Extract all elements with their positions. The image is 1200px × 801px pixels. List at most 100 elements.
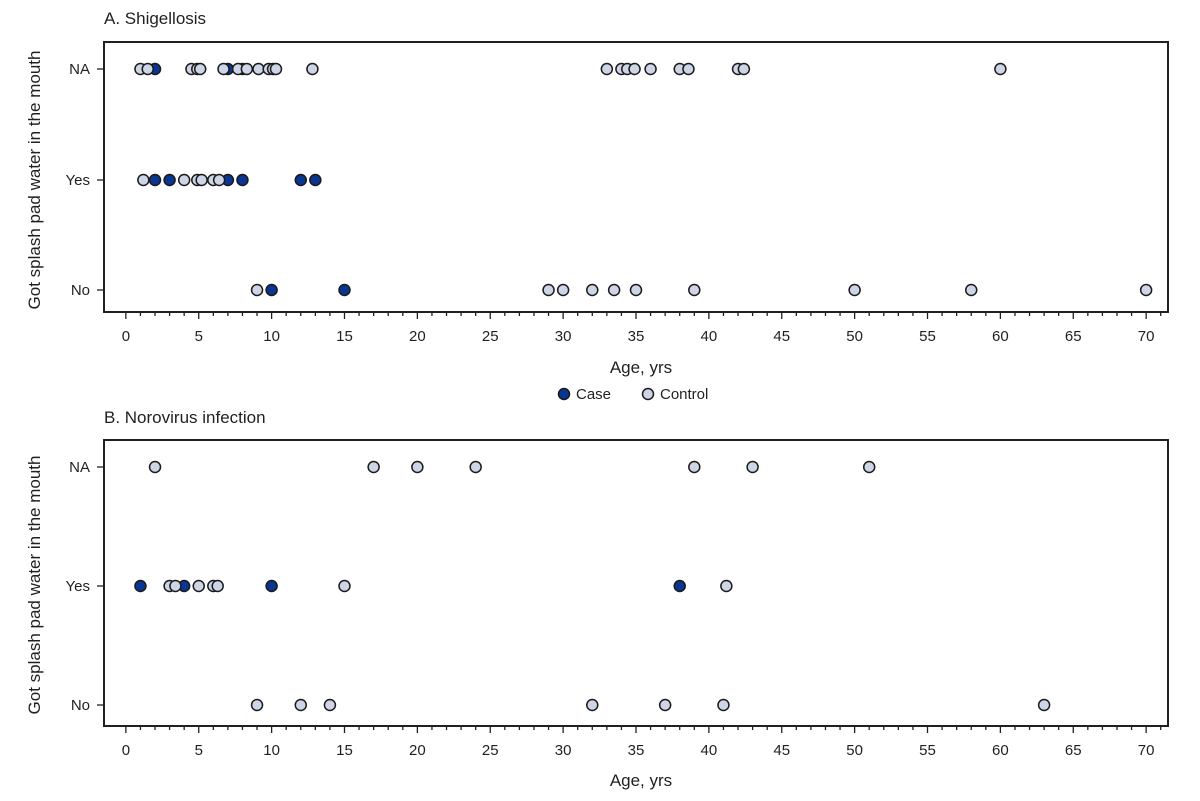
case-point: [309, 173, 322, 187]
control-point: [367, 460, 380, 474]
x-tick-label: 15: [336, 328, 353, 345]
x-tick-label: 30: [555, 742, 572, 759]
x-tick-label: 5: [195, 742, 203, 759]
case-point: [236, 173, 249, 187]
x-tick-label: 20: [409, 742, 426, 759]
x-tick-label: 60: [992, 742, 1009, 759]
x-tick-label: 20: [409, 328, 426, 345]
control-point: [240, 62, 254, 76]
control-point: [469, 460, 482, 474]
x-tick-label: 70: [1138, 328, 1155, 345]
control-point: [848, 283, 861, 297]
control-point: [141, 62, 154, 76]
control-point: [306, 62, 319, 76]
y-tick-label: No: [71, 282, 90, 299]
control-point: [250, 698, 264, 712]
control-point: [1037, 698, 1051, 712]
control-point: [586, 698, 599, 712]
control-point: [169, 579, 182, 593]
case-point: [163, 173, 176, 187]
y-axis-label: Got splash pad water in the mouth: [25, 51, 44, 310]
control-point: [212, 173, 226, 187]
y-tick-label: Yes: [66, 172, 90, 189]
x-tick-label: 0: [122, 742, 130, 759]
control-point: [644, 62, 657, 76]
control-point: [658, 698, 672, 712]
control-point: [862, 460, 876, 474]
x-axis-label: Age, yrs: [610, 771, 672, 790]
plot-frame: [103, 439, 1169, 727]
case-point: [134, 579, 147, 593]
control-point: [720, 579, 733, 593]
control-point: [211, 579, 224, 593]
legend-case-marker: [557, 387, 571, 401]
panel-norovirus: B. Norovirus infection Got splash pad wa…: [25, 408, 1169, 790]
control-point: [556, 283, 570, 297]
panel-title: B. Norovirus infection: [104, 408, 266, 427]
control-point: [628, 62, 641, 76]
panel-title: A. Shigellosis: [104, 9, 206, 28]
control-point: [193, 62, 207, 76]
y-tick-label: Yes: [66, 578, 90, 595]
legend-case-label: Case: [576, 386, 611, 403]
x-tick-label: 40: [701, 328, 718, 345]
y-tick-label: NA: [69, 459, 90, 476]
control-point: [994, 62, 1007, 76]
panel-shigellosis: A. Shigellosis Got splash pad water in t…: [25, 9, 1169, 377]
x-tick-label: 50: [846, 328, 863, 345]
control-point: [746, 460, 759, 474]
control-point: [737, 62, 751, 76]
x-tick-label: 40: [701, 742, 718, 759]
x-axis-label: Age, yrs: [610, 358, 672, 377]
control-point: [717, 698, 730, 712]
case-point: [338, 283, 351, 297]
x-tick-label: 70: [1138, 742, 1155, 759]
control-point: [217, 62, 230, 76]
control-point: [600, 62, 614, 76]
legend: Case Control: [557, 386, 708, 403]
control-point: [148, 460, 162, 474]
control-point: [323, 698, 337, 712]
control-point: [964, 283, 978, 297]
x-tick-label: 55: [919, 742, 936, 759]
control-point: [177, 173, 191, 187]
legend-control-marker: [641, 387, 655, 401]
x-tick-label: 10: [263, 328, 280, 345]
control-point: [338, 579, 351, 593]
y-tick-label: NA: [69, 61, 90, 78]
control-point: [607, 283, 621, 297]
x-tick-label: 15: [336, 742, 353, 759]
control-point: [294, 698, 308, 712]
x-tick-label: 5: [195, 328, 203, 345]
control-point: [688, 283, 701, 297]
y-axis-label: Got splash pad water in the mouth: [25, 456, 44, 715]
x-tick-label: 60: [992, 328, 1009, 345]
x-tick-label: 45: [773, 742, 790, 759]
x-tick-label: 50: [846, 742, 863, 759]
control-point: [192, 579, 205, 593]
case-point: [148, 173, 162, 187]
control-point: [195, 173, 208, 187]
control-point: [629, 283, 643, 297]
plot-frame: [103, 41, 1169, 313]
x-tick-label: 10: [263, 742, 280, 759]
x-tick-label: 30: [555, 328, 572, 345]
case-point: [673, 579, 686, 593]
case-point: [265, 579, 278, 593]
x-tick-label: 35: [628, 328, 645, 345]
y-tick-label: No: [71, 697, 90, 714]
x-tick-label: 65: [1065, 328, 1082, 345]
control-point: [1139, 283, 1153, 297]
x-tick-label: 35: [628, 742, 645, 759]
control-point: [137, 173, 150, 187]
control-point: [269, 62, 283, 76]
control-point: [411, 460, 424, 474]
x-tick-label: 45: [773, 328, 790, 345]
control-point: [252, 62, 265, 76]
control-point: [682, 62, 695, 76]
legend-control-label: Control: [660, 386, 708, 403]
x-tick-label: 0: [122, 328, 130, 345]
x-tick-label: 65: [1065, 742, 1082, 759]
x-tick-label: 25: [482, 742, 499, 759]
